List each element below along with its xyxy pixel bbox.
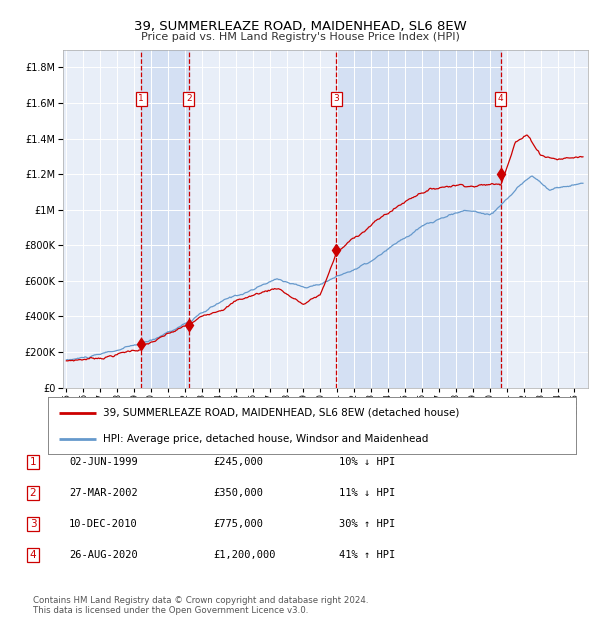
Text: 41% ↑ HPI: 41% ↑ HPI	[339, 550, 395, 560]
Text: 39, SUMMERLEAZE ROAD, MAIDENHEAD, SL6 8EW: 39, SUMMERLEAZE ROAD, MAIDENHEAD, SL6 8E…	[134, 20, 466, 33]
Text: 4: 4	[498, 94, 503, 103]
Text: Price paid vs. HM Land Registry's House Price Index (HPI): Price paid vs. HM Land Registry's House …	[140, 32, 460, 42]
Text: £350,000: £350,000	[213, 488, 263, 498]
Text: 3: 3	[29, 519, 37, 529]
Text: £1,200,000: £1,200,000	[213, 550, 275, 560]
Text: 26-AUG-2020: 26-AUG-2020	[69, 550, 138, 560]
Bar	[141, 50, 189, 388]
Text: 10-DEC-2010: 10-DEC-2010	[69, 519, 138, 529]
Text: HPI: Average price, detached house, Windsor and Maidenhead: HPI: Average price, detached house, Wind…	[103, 434, 429, 444]
Text: £245,000: £245,000	[213, 457, 263, 467]
Text: 1: 1	[29, 457, 37, 467]
Text: 2: 2	[186, 94, 191, 103]
Text: 1: 1	[139, 94, 144, 103]
Text: 39, SUMMERLEAZE ROAD, MAIDENHEAD, SL6 8EW (detached house): 39, SUMMERLEAZE ROAD, MAIDENHEAD, SL6 8E…	[103, 408, 460, 418]
Bar	[337, 50, 501, 388]
Text: 10% ↓ HPI: 10% ↓ HPI	[339, 457, 395, 467]
Text: 4: 4	[29, 550, 37, 560]
Text: Contains HM Land Registry data © Crown copyright and database right 2024.
This d: Contains HM Land Registry data © Crown c…	[33, 596, 368, 615]
Text: 11% ↓ HPI: 11% ↓ HPI	[339, 488, 395, 498]
Text: 3: 3	[334, 94, 339, 103]
Text: 2: 2	[29, 488, 37, 498]
Text: 27-MAR-2002: 27-MAR-2002	[69, 488, 138, 498]
Text: £775,000: £775,000	[213, 519, 263, 529]
Text: 30% ↑ HPI: 30% ↑ HPI	[339, 519, 395, 529]
Text: 02-JUN-1999: 02-JUN-1999	[69, 457, 138, 467]
